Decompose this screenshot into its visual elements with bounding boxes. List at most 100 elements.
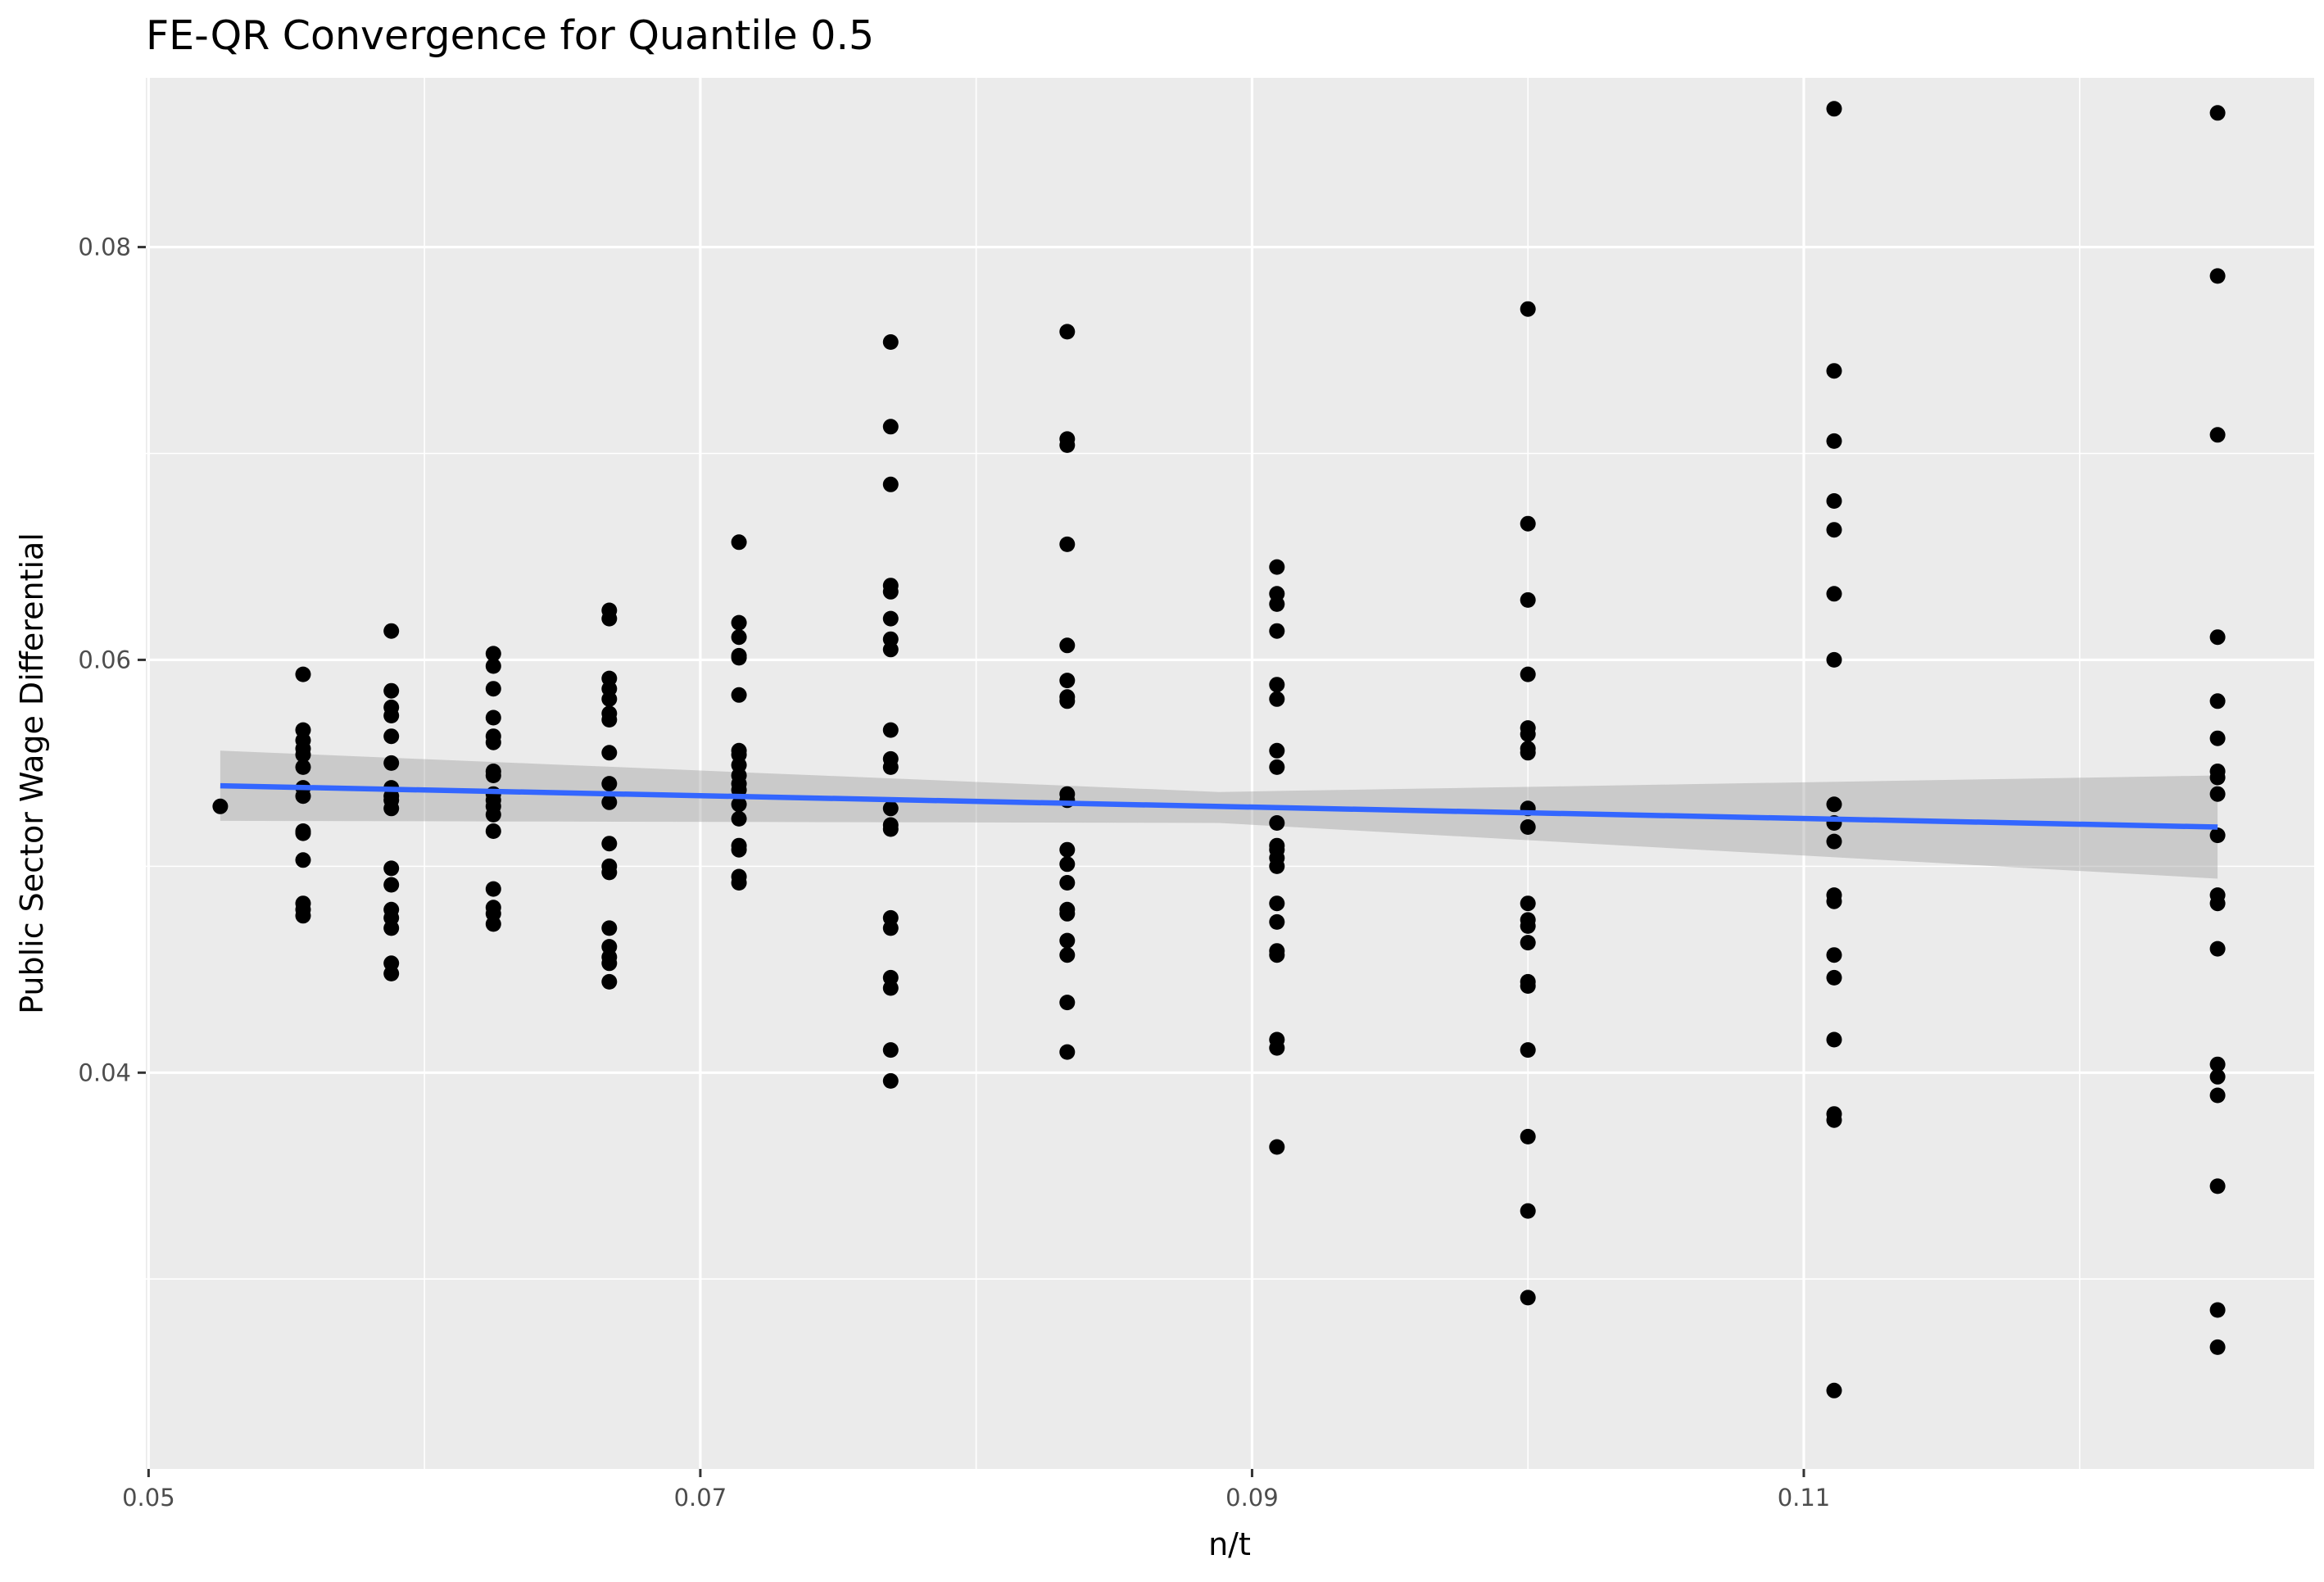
data-point bbox=[731, 875, 747, 891]
data-point bbox=[383, 623, 400, 639]
data-point bbox=[383, 682, 400, 699]
data-point bbox=[1826, 101, 1842, 117]
data-point bbox=[383, 920, 400, 936]
data-point bbox=[383, 755, 400, 771]
data-point bbox=[1059, 437, 1076, 453]
data-point bbox=[731, 687, 747, 703]
chart-title: FE-QR Convergence for Quantile 0.5 bbox=[146, 12, 874, 59]
data-point bbox=[1520, 895, 1536, 912]
data-point bbox=[2209, 827, 2226, 844]
data-point bbox=[383, 708, 400, 723]
data-point bbox=[1059, 536, 1076, 552]
confidence-band bbox=[220, 750, 2218, 879]
data-point bbox=[2209, 268, 2226, 284]
data-point bbox=[1826, 1382, 1842, 1398]
data-point bbox=[1059, 995, 1076, 1011]
data-point bbox=[485, 823, 501, 839]
y-tick-label: 0.04 bbox=[78, 1058, 131, 1086]
data-point bbox=[1520, 819, 1536, 835]
data-point bbox=[1059, 875, 1076, 891]
data-point bbox=[882, 476, 899, 492]
trend-line-layer bbox=[220, 782, 2218, 830]
data-point bbox=[1520, 666, 1536, 682]
data-point bbox=[2209, 769, 2226, 786]
data-point bbox=[601, 712, 618, 728]
data-point bbox=[1826, 1031, 1842, 1048]
data-point bbox=[1520, 978, 1536, 994]
data-point bbox=[485, 916, 501, 932]
data-point bbox=[1269, 677, 1285, 693]
data-point bbox=[2209, 1339, 2226, 1355]
data-point bbox=[1826, 522, 1842, 538]
data-point bbox=[1269, 596, 1285, 612]
data-point bbox=[1520, 1290, 1536, 1306]
x-tick-label: 0.09 bbox=[1225, 1484, 1279, 1512]
data-point bbox=[882, 920, 899, 936]
x-tick-label: 0.07 bbox=[674, 1484, 727, 1512]
data-point bbox=[2209, 1178, 2226, 1194]
data-point bbox=[383, 877, 400, 893]
data-point bbox=[882, 583, 899, 600]
data-point bbox=[2209, 1056, 2226, 1072]
data-point bbox=[212, 798, 229, 814]
data-point bbox=[1520, 918, 1536, 934]
y-tick-label: 0.06 bbox=[78, 646, 131, 673]
data-point bbox=[1269, 895, 1285, 912]
data-point bbox=[295, 788, 311, 805]
data-point bbox=[1826, 493, 1842, 509]
data-point bbox=[882, 610, 899, 627]
data-point bbox=[601, 610, 618, 627]
data-point bbox=[601, 776, 618, 792]
data-point bbox=[1269, 947, 1285, 963]
data-point bbox=[1826, 833, 1842, 850]
data-point bbox=[1059, 947, 1076, 963]
data-point bbox=[1520, 1203, 1536, 1219]
data-point bbox=[1826, 796, 1842, 813]
data-point bbox=[1269, 1139, 1285, 1155]
data-point bbox=[882, 1072, 899, 1089]
data-point bbox=[601, 745, 618, 761]
data-point bbox=[2209, 427, 2226, 443]
data-point bbox=[485, 768, 501, 783]
data-point bbox=[882, 821, 899, 837]
data-point bbox=[731, 534, 747, 551]
y-tick-label: 0.08 bbox=[78, 233, 131, 261]
data-point bbox=[1059, 905, 1076, 922]
data-point bbox=[2209, 941, 2226, 957]
x-tick-label: 0.11 bbox=[1778, 1484, 1831, 1512]
data-point bbox=[1269, 1040, 1285, 1056]
data-point bbox=[882, 722, 899, 738]
data-point bbox=[383, 860, 400, 877]
data-point bbox=[1520, 592, 1536, 608]
data-point bbox=[1059, 932, 1076, 949]
data-point bbox=[1826, 586, 1842, 602]
data-point bbox=[295, 759, 311, 775]
data-point bbox=[882, 800, 899, 817]
data-point bbox=[1520, 745, 1536, 761]
data-point bbox=[601, 920, 618, 936]
data-point bbox=[1520, 301, 1536, 317]
x-axis-title: n/t bbox=[1208, 1526, 1251, 1562]
data-point bbox=[1059, 1044, 1076, 1060]
data-point bbox=[1826, 947, 1842, 963]
data-point bbox=[2209, 693, 2226, 709]
data-point bbox=[2209, 730, 2226, 746]
major-gridlines bbox=[146, 78, 2314, 1469]
data-points-layer bbox=[212, 101, 2226, 1398]
y-axis: 0.04 0.06 0.08 bbox=[78, 233, 146, 1086]
data-point bbox=[1269, 815, 1285, 831]
data-point bbox=[485, 709, 501, 726]
data-point bbox=[731, 650, 747, 666]
data-point bbox=[2209, 629, 2226, 646]
data-point bbox=[1520, 935, 1536, 951]
data-point bbox=[1826, 893, 1842, 909]
data-point bbox=[601, 973, 618, 990]
data-point bbox=[2209, 1087, 2226, 1104]
data-point bbox=[1520, 515, 1536, 532]
minor-gridlines bbox=[146, 78, 2314, 1469]
data-point bbox=[295, 852, 311, 868]
x-axis: 0.05 0.07 0.09 0.11 bbox=[122, 1469, 1830, 1512]
data-point bbox=[1826, 363, 1842, 379]
data-point bbox=[1826, 651, 1842, 668]
